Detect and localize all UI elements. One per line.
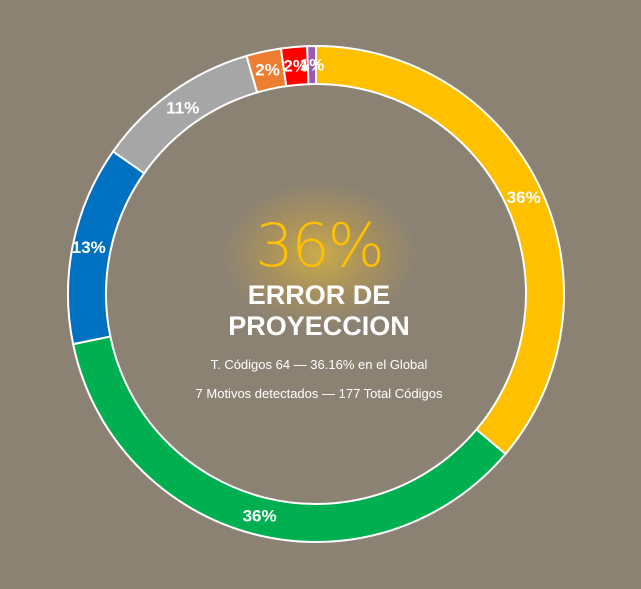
slice-label: 2% xyxy=(283,56,308,75)
slice-label: 1% xyxy=(300,56,325,75)
center-percent: 36% xyxy=(255,211,384,281)
center-glow xyxy=(219,180,419,330)
slice-label: 13% xyxy=(72,238,106,257)
center-title-line-2: PROYECCION xyxy=(228,311,410,341)
slice-label: 2% xyxy=(255,61,280,80)
center-detail-codes: T. Códigos 64 — 36.16% en el Global xyxy=(210,357,428,372)
center-title: ERROR DE PROYECCION xyxy=(169,280,469,342)
center-summary: 36% ERROR DE PROYECCION T. Códigos 64 — … xyxy=(169,210,469,402)
donut-slice xyxy=(306,44,317,86)
slice-label: 36% xyxy=(507,188,541,207)
center-detail-totals: 7 Motivos detectados — 177 Total Códigos xyxy=(195,386,443,401)
center-title-line-1: ERROR DE xyxy=(247,280,391,310)
slice-label: 11% xyxy=(166,98,199,117)
slice-label: 36% xyxy=(243,506,277,525)
